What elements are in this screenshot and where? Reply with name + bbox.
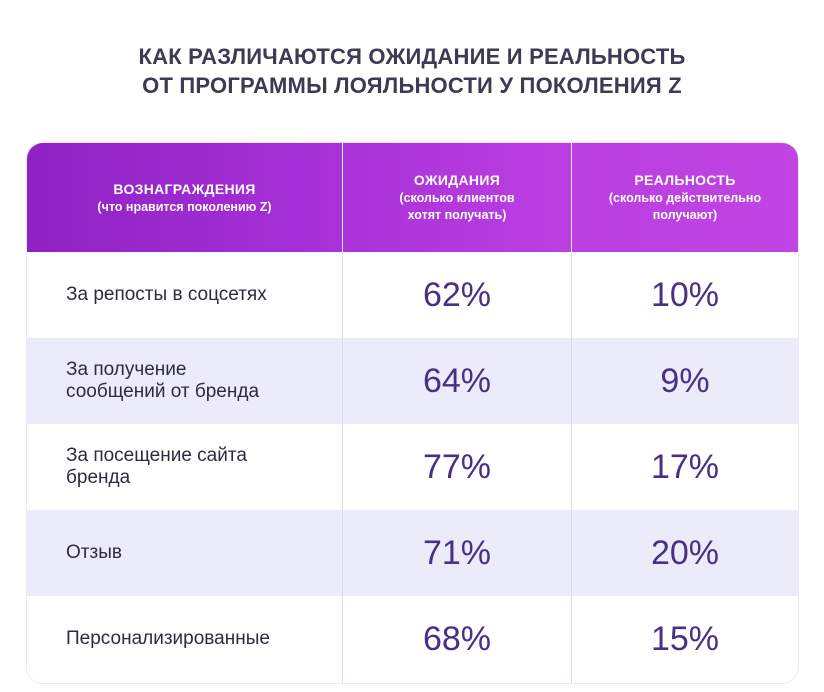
title-line-1: КАК РАЗЛИЧАЮТСЯ ОЖИДАНИЕ И РЕАЛЬНОСТЬ	[138, 44, 686, 69]
reality-value: 20%	[650, 533, 720, 572]
header-expectations: ОЖИДАНИЯ (сколько клиентов хотят получат…	[343, 143, 571, 252]
header-expectations-title: ОЖИДАНИЯ	[413, 172, 501, 188]
header-divider	[571, 143, 572, 252]
header-rewards: ВОЗНАГРАЖДЕНИЯ (что нравится поколению Z…	[27, 143, 342, 252]
page-title: КАК РАЗЛИЧАЮТСЯ ОЖИДАНИЕ И РЕАЛЬНОСТЬ ОТ…	[0, 42, 824, 100]
expectation-value: 68%	[422, 619, 492, 658]
reality-value: 17%	[650, 447, 720, 486]
reward-label-line-1: За репосты в соцсетях	[66, 284, 267, 305]
reward-label-line-2: бренда	[66, 467, 131, 488]
reality-value: 9%	[660, 361, 710, 400]
header-expectations-subtitle-2: хотят получать)	[407, 208, 507, 222]
table-row: За получение сообщений от бренда 64% 9%	[27, 338, 798, 424]
table-header: ВОЗНАГРАЖДЕНИЯ (что нравится поколению Z…	[27, 143, 798, 252]
reward-label: За посещение сайта бренда	[66, 424, 336, 510]
column-divider	[571, 143, 572, 683]
reward-label-line-1: За посещение сайта	[66, 445, 247, 466]
reward-label: За репосты в соцсетях	[66, 252, 336, 338]
header-rewards-subtitle: (что нравится поколению Z)	[97, 199, 272, 214]
reward-label-line-1: Персонализированные	[66, 628, 270, 649]
reward-label-line-1: Отзыв	[66, 542, 122, 563]
table-row: Отзыв 71% 20%	[27, 510, 798, 596]
header-reality: РЕАЛЬНОСТЬ (сколько действительно получа…	[572, 143, 798, 252]
header-expectations-subtitle-1: (сколько клиентов	[399, 191, 515, 205]
reward-label-line-2: сообщений от бренда	[66, 381, 260, 402]
reward-label-line-1: За получение	[66, 359, 187, 380]
header-reality-subtitle-1: (сколько действительно	[608, 191, 762, 205]
reward-label: Отзыв	[66, 510, 336, 596]
reality-value: 15%	[650, 619, 720, 658]
expectation-value: 62%	[422, 275, 492, 314]
title-line-2: ОТ ПРОГРАММЫ ЛОЯЛЬНОСТИ У ПОКОЛЕНИЯ Z	[142, 73, 682, 98]
header-divider	[342, 143, 343, 252]
reality-value: 10%	[650, 275, 720, 314]
table-row: За посещение сайта бренда 77% 17%	[27, 424, 798, 510]
expectation-value: 77%	[422, 447, 492, 486]
reward-label: Персонализированные	[66, 596, 336, 682]
table-row: За репосты в соцсетях 62% 10%	[27, 252, 798, 338]
header-reality-title: РЕАЛЬНОСТЬ	[634, 172, 736, 188]
expectation-value: 71%	[422, 533, 492, 572]
column-divider	[342, 143, 343, 683]
comparison-table: ВОЗНАГРАЖДЕНИЯ (что нравится поколению Z…	[27, 143, 798, 683]
header-rewards-title: ВОЗНАГРАЖДЕНИЯ	[113, 180, 256, 197]
expectation-value: 64%	[422, 361, 492, 400]
reward-label: За получение сообщений от бренда	[66, 338, 336, 424]
table-row: Персонализированные 68% 15%	[27, 596, 798, 682]
header-reality-subtitle-2: получают)	[652, 208, 718, 222]
